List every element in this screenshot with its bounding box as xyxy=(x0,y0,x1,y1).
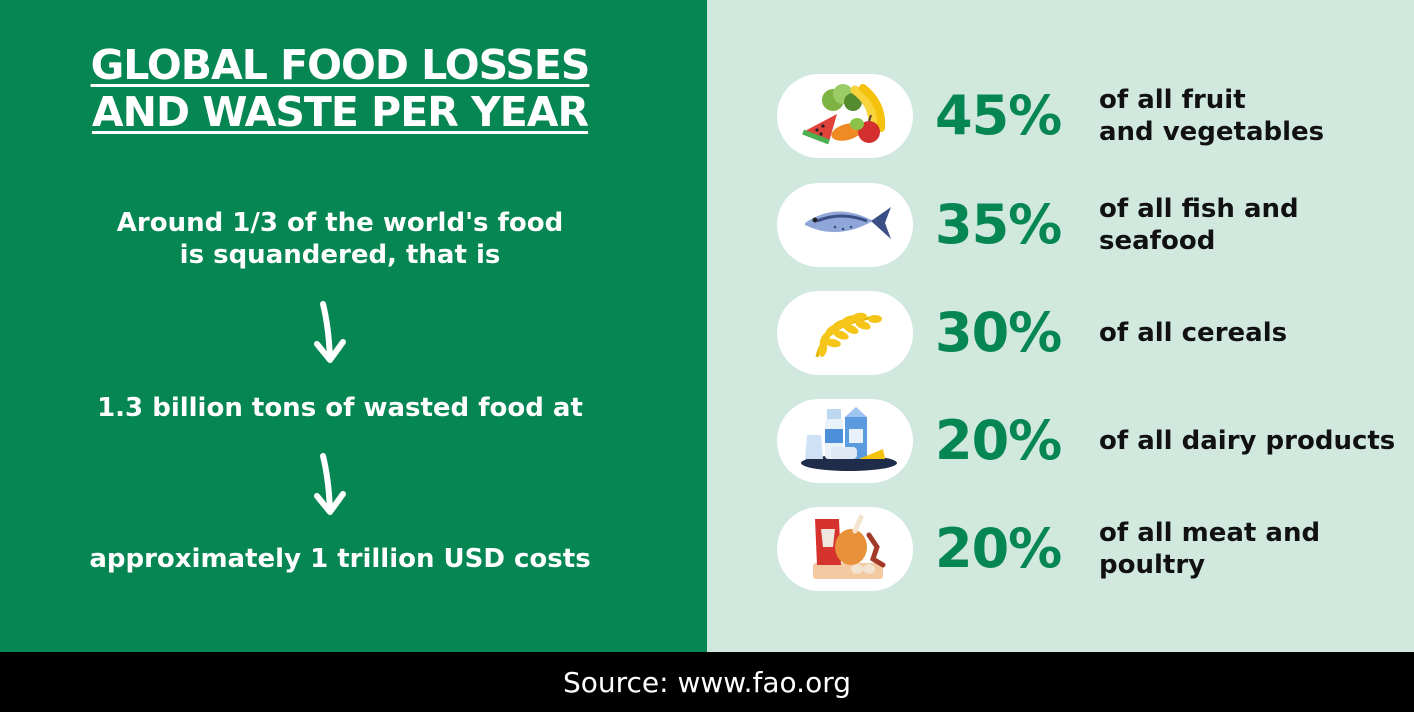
icon-pill xyxy=(777,183,913,267)
icon-pill xyxy=(777,291,913,375)
arrow-down-icon xyxy=(314,453,346,515)
arrow-down-icon xyxy=(314,301,346,363)
fruit-vegetables-icon xyxy=(802,84,886,145)
amount-text: 1.3 billion tons of wasted food at xyxy=(97,393,583,423)
description-line-2: seafood xyxy=(1099,226,1216,256)
percent-value: 30% xyxy=(935,301,1062,364)
description-line-1: of all cereals xyxy=(1099,318,1288,348)
percent-value: 35% xyxy=(935,193,1062,256)
title-line-1: GLOBAL FOOD LOSSES xyxy=(90,41,591,89)
title-line-2: AND WASTE PER YEAR xyxy=(91,88,589,136)
description-line-1: of all meat and xyxy=(1099,518,1321,548)
fish-icon xyxy=(805,207,891,239)
category-description: of all dairy products xyxy=(1099,399,1399,483)
category-description: of all cereals xyxy=(1099,291,1399,375)
description-line-1: of all dairy products xyxy=(1099,426,1396,456)
page-title: GLOBAL FOOD LOSSES AND WASTE PER YEAR xyxy=(0,42,680,136)
category-row-fish-seafood: 35% of all fish and seafood xyxy=(777,183,1397,267)
category-row-dairy: 20% of all dairy products xyxy=(777,399,1397,483)
category-row-fruit-vegetables: 45% of all fruit and vegetables xyxy=(777,74,1397,158)
left-panel: GLOBAL FOOD LOSSES AND WASTE PER YEAR Ar… xyxy=(0,0,707,652)
percent-value: 20% xyxy=(935,409,1062,472)
category-row-cereals: 30% of all cereals xyxy=(777,291,1397,375)
icon-pill xyxy=(777,74,913,158)
intro-line-1: Around 1/3 of the world's food xyxy=(116,208,564,238)
intro-text: Around 1/3 of the world's food is squand… xyxy=(0,207,680,271)
intro-line-2: is squandered, that is xyxy=(179,240,501,270)
source-text: Source: www.fao.org xyxy=(562,665,851,699)
description-line-2: poultry xyxy=(1099,550,1206,580)
wheat-icon xyxy=(815,312,882,358)
icon-pill xyxy=(777,507,913,591)
icon-pill xyxy=(777,399,913,483)
category-description: of all fruit and vegetables xyxy=(1099,74,1399,158)
dairy-icon xyxy=(801,407,897,471)
percent-value: 45% xyxy=(935,84,1062,147)
percent-value: 20% xyxy=(935,517,1062,580)
description-line-2: and vegetables xyxy=(1099,117,1325,147)
cost-text: approximately 1 trillion USD costs xyxy=(89,544,591,574)
meat-poultry-icon xyxy=(813,514,886,579)
category-description: of all fish and seafood xyxy=(1099,183,1399,267)
category-row-meat-poultry: 20% of all meat and poultry xyxy=(777,507,1397,591)
category-description: of all meat and poultry xyxy=(1099,507,1399,591)
description-line-1: of all fish and xyxy=(1099,194,1299,224)
source-footer: Source: www.fao.org xyxy=(0,652,1414,712)
description-line-1: of all fruit xyxy=(1099,85,1246,115)
right-panel: 45% of all fruit and vegetables 35% xyxy=(707,0,1414,652)
